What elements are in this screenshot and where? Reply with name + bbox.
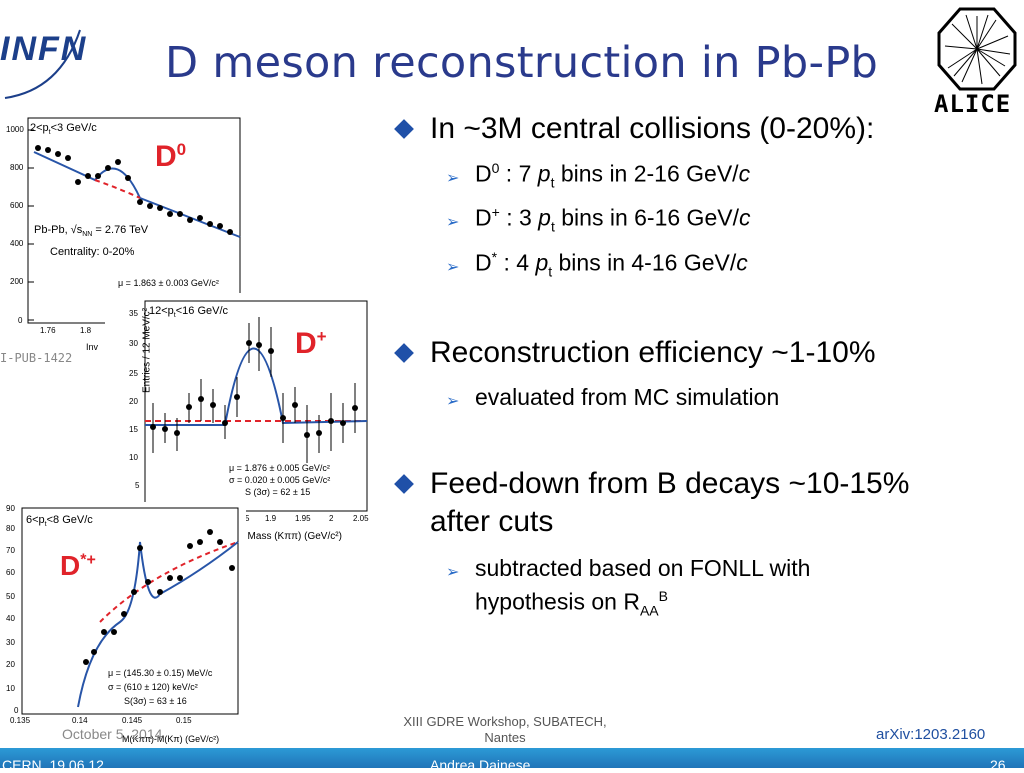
bottom-bar-center: Andrea Dainese (430, 757, 531, 773)
arrow-icon: ➢ (446, 214, 460, 231)
d0-label: D0 (155, 140, 187, 173)
infn-logo-arc (4, 29, 81, 99)
bullet-3-line1: Feed-down from B decays ~10-15% (430, 467, 910, 500)
dstar-ytick: 30 (6, 638, 15, 647)
footer-workshop-line1: XIII GDRE Workshop, SUBATECH, (403, 714, 607, 729)
dplus-ytick: 15 (129, 425, 138, 434)
bottom-bar-right: 26 (990, 757, 1006, 773)
dstar-sigma: σ = (610 ± 120) keV/c² (108, 682, 198, 692)
sub-bullet-fonll-1: subtracted based on FONLL with (475, 555, 811, 581)
dstar-xtick: 0.145 (122, 716, 143, 725)
sub-bullet-mc: evaluated from MC simulation (475, 384, 780, 410)
d0-system: Pb-Pb, √sNN = 2.76 TeV (34, 224, 149, 239)
d0-plot: 1000 800 600 400 200 0 2<pt<3 GeV/c D0 P… (0, 110, 250, 365)
dplus-signif: S (3σ) = 62 ± 15 (245, 487, 311, 497)
page-title: D meson reconstruction in Pb-Pb (165, 38, 879, 88)
dstar-ytick: 50 (6, 592, 15, 601)
bullet-diamond-icon (394, 343, 414, 363)
sub-bullet-dplus: D+ : 3 pt bins in 6-16 GeV/c (475, 204, 751, 235)
d0-xlabel: Inv (86, 342, 99, 352)
dstar-ytick: 90 (6, 504, 15, 513)
d0-xtick: 1.8 (80, 326, 92, 335)
bullet-2: Reconstruction efficiency ~1-10% (430, 336, 876, 369)
alice-logo-text: ALICE (934, 90, 1012, 118)
dplus-ytick: 25 (129, 369, 138, 378)
footer-date: October 5, 2014 (62, 726, 163, 742)
dplus-range: 12<pt<16 GeV/c (149, 305, 229, 320)
d0-ytick: 200 (10, 277, 24, 286)
dplus-label: D+ (295, 327, 327, 360)
dstar-xtick: 0.14 (72, 716, 88, 725)
dstar-ytick: 60 (6, 568, 15, 577)
d0-centrality: Centrality: 0-20% (50, 246, 135, 258)
dplus-xtick: 2.05 (353, 514, 369, 523)
bullet-1: In ~3M central collisions (0-20%): (430, 112, 875, 145)
dplus-xtick: 1.95 (295, 514, 311, 523)
dstar-label: D*+ (60, 550, 96, 581)
d0-ytick: 0 (18, 316, 23, 325)
arrow-icon: ➢ (446, 393, 460, 410)
dplus-xtick: 2 (329, 514, 334, 523)
bullet-3-line2: after cuts (430, 505, 554, 538)
arrow-icon: ➢ (446, 259, 460, 276)
footer-workshop-line2: Nantes (484, 730, 526, 745)
dplus-xtick: 1.9 (265, 514, 277, 523)
dstar-xtick: 0.15 (176, 716, 192, 725)
bottom-bar (0, 748, 1024, 768)
dplus-ytick: 5 (135, 481, 140, 490)
sub-bullet-fonll-2: hypothesis on RAAB (475, 588, 668, 619)
d0-ytick: 1000 (6, 125, 24, 134)
d0-side-text: I-PUB-1422 (0, 351, 73, 365)
sub-bullet-d0: D0 : 7 pt bins in 2-16 GeV/c (475, 160, 751, 191)
d0-xtick: 1.76 (40, 326, 56, 335)
dstar-mu: μ = (145.30 ± 0.15) MeV/c (108, 668, 213, 678)
d0-ytick: 600 (10, 201, 24, 210)
dstar-xtick: 0.135 (10, 716, 31, 725)
bullet-diamond-icon (394, 119, 414, 139)
arrow-icon: ➢ (446, 170, 460, 187)
dstar-ytick: 40 (6, 614, 15, 623)
dstar-ytick: 70 (6, 546, 15, 555)
dstar-ytick: 80 (6, 524, 15, 533)
d0-range: 2<pt<3 GeV/c (30, 122, 97, 137)
dplus-xlabel: t Mass (Kππ) (GeV/c²) (242, 531, 342, 542)
dplus-mu: μ = 1.876 ± 0.005 GeV/c² (229, 463, 330, 473)
d0-ytick: 400 (10, 239, 24, 248)
d0-ytick: 800 (10, 163, 24, 172)
dstar-ytick: 20 (6, 660, 15, 669)
bottom-bar-left: CERN, 19.06.12 (2, 757, 104, 773)
dplus-ytick: 30 (129, 339, 138, 348)
dstar-ytick: 0 (14, 706, 19, 715)
footer-workshop: XIII GDRE Workshop, SUBATECH, Nantes (360, 714, 650, 746)
dplus-ytick: 20 (129, 397, 138, 406)
arrow-icon: ➢ (446, 564, 460, 581)
dstar-xlabel: M(Kππ)-M(Kπ) (GeV/c²) (122, 734, 220, 744)
dplus-ytick: 35 (129, 309, 138, 318)
dstar-range: 6<pt<8 GeV/c (26, 514, 93, 529)
dplus-plot: Entries / 12 MeV/c² 35 30 25 20 15 10 5 … (105, 293, 373, 548)
dplus-xtick: 5 (245, 514, 250, 523)
dplus-ytick: 10 (129, 453, 138, 462)
dstar-ytick: 10 (6, 684, 15, 693)
dstar-plot: 90 80 70 60 50 40 30 20 10 0 6<pt<8 GeV/… (0, 502, 246, 748)
d0-mu: μ = 1.863 ± 0.003 GeV/c² (118, 278, 219, 288)
dplus-sigma: σ = 0.020 ± 0.005 GeV/c² (229, 475, 331, 485)
bullet-diamond-icon (394, 474, 414, 494)
alice-logo-icon (937, 7, 1017, 91)
footer-arxiv[interactable]: arXiv:1203.2160 (876, 726, 986, 743)
sub-bullet-dstar: D* : 4 pt bins in 4-16 GeV/c (475, 249, 748, 280)
dstar-signif: S(3σ) = 63 ± 16 (124, 696, 187, 706)
